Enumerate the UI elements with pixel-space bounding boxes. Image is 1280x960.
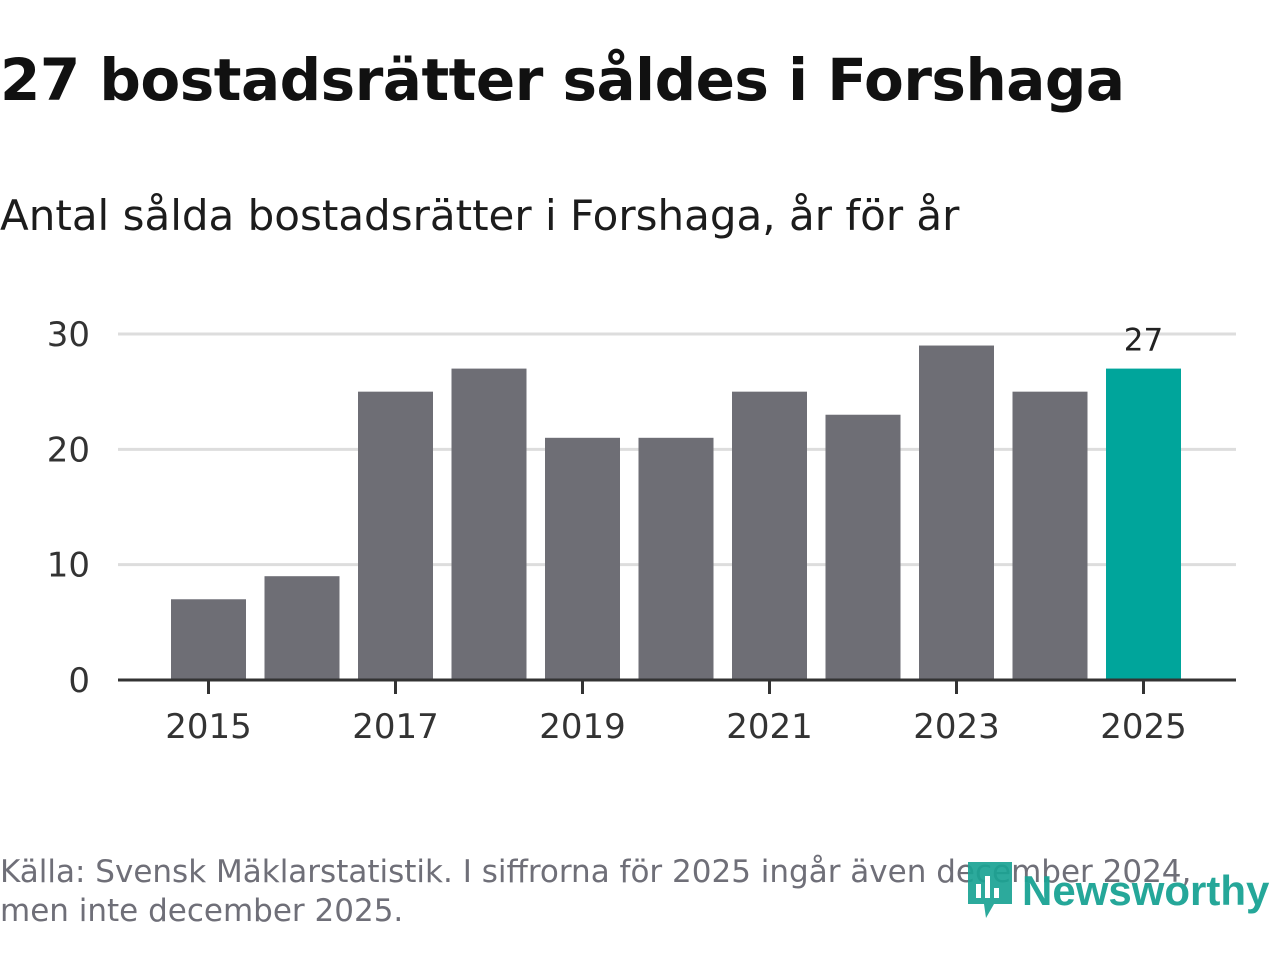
bar-2017: [358, 391, 433, 680]
bar-2018: [451, 368, 527, 680]
bar-2019: [545, 437, 620, 680]
x-tick-label-2015: 2015: [165, 707, 252, 747]
newsworthy-logo-icon: [964, 858, 1016, 924]
bars: [171, 345, 1181, 680]
bar-chart: 0 10 20 30 27 2015 2017 2019 2021 2023 2025: [47, 315, 1236, 747]
bar-2024: [1012, 391, 1088, 680]
bar-2016: [264, 576, 340, 680]
chart-subtitle: Antal sålda bostadsrätter i Forshaga, år…: [0, 191, 960, 240]
y-tick-label-30: 30: [47, 315, 90, 355]
bar-2021: [732, 391, 807, 680]
x-tick-label-2017: 2017: [352, 707, 439, 747]
newsworthy-logo-text: Newsworthy: [1022, 867, 1270, 914]
bar-2025: [1106, 368, 1181, 680]
source-note-line-2: men inte december 2025.: [0, 893, 404, 929]
bar-2022: [825, 414, 901, 680]
bar-2023: [919, 345, 994, 680]
x-tick-label-2023: 2023: [913, 707, 1000, 747]
chart-title: 27 bostadsrätter såldes i Forshaga: [0, 46, 1125, 114]
newsworthy-logo[interactable]: Newsworthy: [964, 858, 1269, 924]
bar-2015: [171, 599, 246, 680]
x-tick-label-2021: 2021: [726, 707, 813, 747]
x-tick-label-2019: 2019: [539, 707, 626, 747]
bar-2020: [638, 437, 714, 680]
y-tick-label-20: 20: [47, 430, 90, 470]
x-axis: [118, 678, 1236, 694]
data-label-2025: 27: [1124, 323, 1163, 359]
labels: 0 10 20 30 27 2015 2017 2019 2021 2023 2025: [47, 315, 1187, 747]
y-tick-label-0: 0: [68, 661, 90, 701]
x-tick-label-2025: 2025: [1100, 707, 1187, 747]
y-tick-label-10: 10: [47, 546, 90, 586]
